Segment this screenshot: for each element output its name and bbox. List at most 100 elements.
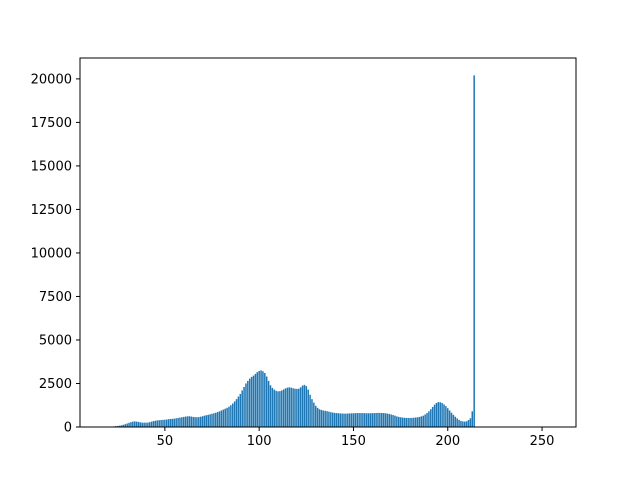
histogram-bar bbox=[241, 390, 243, 427]
histogram-bar bbox=[452, 414, 455, 427]
histogram-bar bbox=[135, 421, 138, 427]
histogram-bar bbox=[284, 388, 287, 427]
histogram-bar bbox=[371, 413, 374, 427]
y-tick-label: 10000 bbox=[31, 246, 72, 261]
histogram-bar bbox=[347, 413, 349, 427]
x-tick-label: 250 bbox=[530, 434, 555, 449]
histogram-bar bbox=[439, 402, 441, 427]
y-tick-label: 7500 bbox=[39, 290, 72, 305]
histogram-bar bbox=[458, 419, 460, 427]
histogram-bar bbox=[133, 421, 136, 427]
histogram-bar bbox=[339, 413, 342, 427]
histogram-bar bbox=[397, 416, 400, 427]
histogram-bar bbox=[392, 414, 394, 427]
histogram-bar bbox=[235, 399, 238, 427]
histogram-bar bbox=[237, 396, 240, 427]
histogram-bar bbox=[413, 417, 415, 427]
histogram-bar bbox=[384, 413, 387, 427]
histogram-bar bbox=[377, 412, 379, 427]
histogram-bar bbox=[143, 422, 145, 427]
histogram-bar bbox=[405, 417, 408, 427]
histogram-bar bbox=[267, 380, 270, 428]
histogram-bar bbox=[201, 416, 204, 427]
histogram-bar bbox=[364, 413, 366, 427]
histogram-bar bbox=[260, 370, 262, 427]
histogram-bar bbox=[345, 413, 347, 427]
histogram-bar bbox=[294, 388, 296, 427]
histogram-bar bbox=[456, 418, 458, 427]
histogram-bar bbox=[279, 391, 281, 427]
histogram-bar bbox=[448, 410, 451, 427]
histogram-bar bbox=[307, 389, 309, 427]
histogram-bar bbox=[445, 406, 447, 427]
histogram-bar bbox=[414, 417, 417, 427]
histogram-bar bbox=[245, 383, 247, 427]
histogram-bar bbox=[462, 421, 464, 427]
histogram-bar bbox=[358, 413, 360, 427]
histogram-bar bbox=[360, 413, 362, 427]
histogram-bar bbox=[158, 420, 160, 427]
histogram-bar bbox=[290, 387, 292, 427]
histogram-bar bbox=[171, 418, 174, 427]
histogram-bar bbox=[299, 387, 302, 427]
x-tick-label: 200 bbox=[435, 434, 460, 449]
histogram-bar bbox=[471, 411, 474, 427]
histogram-bar bbox=[473, 75, 475, 427]
histogram-bar bbox=[248, 378, 251, 427]
histogram-bar bbox=[463, 421, 466, 427]
histogram-bar bbox=[216, 412, 219, 427]
histogram-bar bbox=[265, 376, 268, 427]
histogram-bar bbox=[122, 424, 125, 427]
y-tick-label: 2500 bbox=[39, 377, 72, 392]
histogram-bar bbox=[239, 393, 242, 427]
y-tick-label: 20000 bbox=[31, 72, 72, 87]
histogram-bar bbox=[424, 414, 426, 427]
histogram-bar bbox=[203, 415, 206, 427]
histogram-bar bbox=[314, 405, 317, 427]
histogram-bar bbox=[343, 413, 345, 427]
histogram-bar bbox=[199, 416, 202, 427]
histogram-bar bbox=[450, 412, 453, 427]
histogram-bar bbox=[431, 406, 434, 427]
x-tick-label: 150 bbox=[341, 434, 366, 449]
histogram-bar bbox=[184, 416, 187, 427]
histogram-bar bbox=[426, 413, 428, 427]
histogram-bar bbox=[145, 422, 147, 427]
histogram-bar bbox=[331, 412, 334, 427]
histogram-bar bbox=[433, 404, 436, 427]
histogram-bar bbox=[207, 414, 209, 427]
histogram-bar bbox=[128, 422, 130, 427]
histogram-bar bbox=[420, 416, 423, 427]
histogram-bar bbox=[407, 417, 409, 427]
histogram-bar bbox=[247, 380, 249, 428]
histogram-bar bbox=[132, 421, 134, 427]
y-tick-label: 15000 bbox=[31, 159, 72, 174]
histogram-bar bbox=[169, 418, 172, 427]
histogram-bar bbox=[369, 413, 372, 427]
histogram-bar bbox=[250, 376, 253, 427]
histogram-bar bbox=[418, 416, 421, 427]
histogram-bar bbox=[435, 402, 438, 427]
histogram-bar bbox=[256, 372, 259, 427]
histogram-bar bbox=[275, 390, 277, 427]
histogram-bar bbox=[386, 413, 389, 427]
histogram-bar bbox=[454, 416, 457, 427]
histogram-bar bbox=[303, 384, 306, 427]
histogram-bar bbox=[213, 413, 215, 427]
histogram-bar bbox=[126, 423, 128, 427]
histogram-bar bbox=[337, 413, 340, 427]
histogram-bar bbox=[403, 417, 406, 427]
histogram-bar bbox=[264, 373, 266, 427]
histogram-bar bbox=[271, 387, 274, 427]
y-axis-ticks: 0 2500 5000 7500 10000 12500 15000 17500 20000 bbox=[31, 72, 80, 436]
histogram-bar bbox=[286, 387, 289, 427]
histogram-bar bbox=[390, 414, 392, 427]
histogram-bar bbox=[173, 418, 176, 427]
histogram-bar bbox=[141, 422, 143, 427]
histogram-bar bbox=[375, 412, 377, 427]
histogram-bar bbox=[166, 419, 168, 427]
histogram-bar bbox=[365, 413, 368, 427]
histogram-bar bbox=[179, 417, 181, 427]
histogram-bar bbox=[175, 418, 177, 427]
